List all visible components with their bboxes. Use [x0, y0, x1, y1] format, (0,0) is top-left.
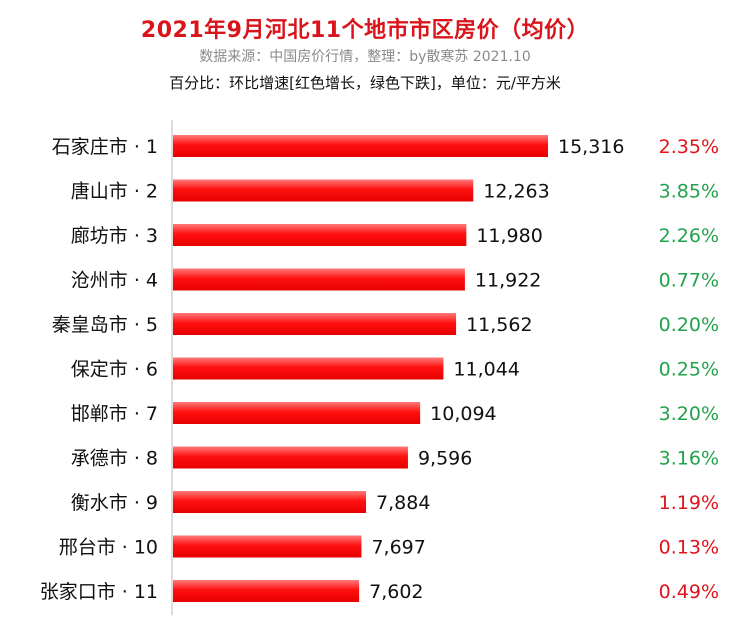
value-label: 11,562 — [466, 314, 532, 336]
value-label: 9,596 — [418, 448, 472, 470]
bar — [173, 179, 474, 202]
category-label: 廊坊市 · 3 — [71, 225, 158, 247]
category-label: 保定市 · 6 — [71, 359, 158, 381]
bar — [173, 313, 457, 335]
category-label: 沧州市 · 4 — [71, 270, 158, 292]
chart-title: 2021年9月河北11个地市市区房价（均价） — [140, 18, 590, 43]
value-label: 11,980 — [476, 225, 542, 247]
value-label: 7,884 — [376, 492, 430, 514]
mom-change-label: 0.13% — [659, 537, 719, 559]
value-label: 7,697 — [371, 537, 425, 559]
category-label: 唐山市 · 2 — [71, 181, 158, 203]
category-label: 邯郸市 · 7 — [71, 403, 158, 425]
bar — [173, 402, 421, 424]
mom-change-label: 0.77% — [659, 270, 719, 292]
mom-change-label: 0.49% — [659, 581, 719, 603]
category-label: 承德市 · 8 — [71, 448, 158, 470]
value-label: 11,044 — [453, 359, 519, 381]
value-label: 11,922 — [475, 270, 541, 292]
mom-change-label: 0.25% — [659, 359, 719, 381]
mom-change-label: 3.16% — [659, 448, 719, 470]
mom-change-label: 2.26% — [659, 225, 719, 247]
bar — [173, 446, 408, 469]
bar — [173, 535, 362, 558]
chart-source: 数据来源：中国房价行情，整理：by散寒苏 2021.10 — [199, 49, 531, 65]
bar — [173, 491, 367, 513]
mom-change-label: 1.19% — [659, 492, 719, 514]
mom-change-label: 2.35% — [659, 136, 719, 158]
category-label: 秦皇岛市 · 5 — [52, 314, 158, 336]
bar — [173, 580, 360, 602]
category-label: 衡水市 · 9 — [71, 492, 158, 514]
value-label: 12,263 — [483, 181, 549, 203]
chart-plot-area: 石家庄市 · 1 15,316 2.35% 唐山市 · 2 12,263 3.85% 廊坊市… — [40, 119, 719, 616]
category-label: 张家口市 · 11 — [40, 581, 158, 603]
chart-note: 百分比：环比增速[红色增长，绿色下跌]，单位：元/平方米 — [169, 74, 561, 92]
bar — [173, 357, 444, 380]
mom-change-label: 0.20% — [659, 314, 719, 336]
bar — [173, 268, 465, 291]
category-label: 石家庄市 · 1 — [52, 136, 158, 158]
mom-change-label: 3.20% — [659, 403, 719, 425]
bar — [173, 135, 548, 157]
bar — [173, 224, 467, 246]
category-label: 邢台市 · 10 — [59, 537, 158, 559]
value-label: 15,316 — [558, 136, 624, 158]
mom-change-label: 3.85% — [659, 181, 719, 203]
value-label: 7,602 — [369, 581, 423, 603]
value-label: 10,094 — [430, 403, 496, 425]
